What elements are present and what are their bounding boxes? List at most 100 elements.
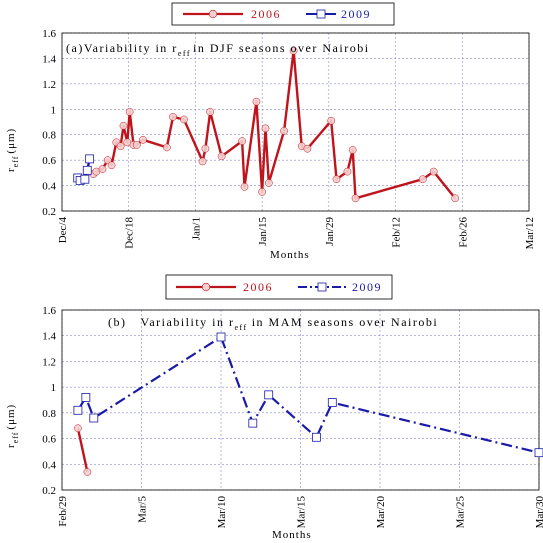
x-tick-label: Feb/29 [57, 496, 69, 527]
legend-label-2009-a: 2009 [341, 7, 371, 21]
y-tick-label: 0.6 [42, 434, 56, 446]
series-a [73, 46, 459, 203]
x-tick-label: Mar/20 [375, 496, 387, 529]
series-line-2006 [92, 49, 457, 200]
legend-label-2009-b: 2009 [352, 280, 382, 294]
legend-marker-2009-b [317, 282, 327, 292]
data-point-2009 [80, 174, 90, 184]
x-tick-label: Feb/12 [391, 217, 403, 248]
data-point-2006 [289, 46, 298, 55]
data-point-2006 [258, 188, 266, 196]
data-point-2009 [311, 432, 321, 442]
data-point-2006 [103, 156, 112, 164]
data-point-2009 [89, 413, 99, 423]
y-tick-label: 0.4 [42, 459, 56, 471]
legend-label-2006-a: 2006 [251, 7, 281, 21]
data-point-2009 [216, 332, 226, 342]
data-point-2006 [98, 165, 107, 173]
x-tick-labels-a: Dec/4 Dec/18 Jan/1 Jan/15 Jan/29 Feb/12 Feb/26… [57, 217, 536, 250]
x-tick-label: Dec/4 [57, 217, 69, 244]
data-point-2009 [534, 448, 543, 458]
data-point-2006 [238, 137, 246, 145]
chart-title-a: (a)Variability in reff in DJF seasons ove… [66, 41, 370, 58]
series-line-2009 [76, 335, 540, 454]
x-tick-label: Mar/5 [137, 496, 149, 523]
data-point-2006 [217, 152, 226, 161]
data-point-2006 [201, 144, 210, 153]
y-tick-label: 0.8 [42, 130, 56, 142]
data-point-2009 [248, 418, 258, 428]
x-tick-labels-b: Feb/29 Mar/5 Mar/10 Mar/15 Mar/20 Mar/25 Mar/3… [57, 496, 543, 529]
x-tick-label: Mar/15 [296, 496, 308, 529]
legend-panel-b: 2006 2009 [165, 274, 393, 300]
data-point-2006 [206, 107, 215, 116]
data-point-2006 [264, 179, 273, 187]
x-tick-label: Mar/30 [534, 496, 543, 529]
x-tick-label: Jan/29 [324, 217, 336, 246]
legend-box-a [171, 2, 395, 26]
data-point-2009 [82, 165, 92, 175]
data-point-2006 [132, 141, 141, 149]
y-tick-label: 1.2 [42, 356, 56, 368]
legend-marker-2009-a [316, 9, 326, 19]
data-point-2006 [451, 194, 459, 203]
data-point-2006 [83, 468, 92, 476]
plot-frame-b [61, 309, 540, 491]
data-point-2006 [240, 182, 249, 191]
x-axis-label-a: Months [270, 249, 310, 261]
x-tick-label: Mar/10 [216, 496, 228, 529]
legend-panel-a: 2006 2009 [171, 2, 395, 26]
x-tick-label: Jan/15 [257, 217, 269, 246]
series-line-2006 [76, 428, 89, 473]
data-point-2006 [303, 144, 312, 153]
y-axis-label-a: reff(μm) [5, 128, 20, 172]
x-axis-label-b: Months [272, 529, 312, 541]
data-point-2006 [418, 175, 427, 184]
data-point-2006 [198, 157, 207, 166]
y-tick-labels-a: 0.2 0.4 0.6 0.8 1 1.2 1.4 1.6 [42, 28, 56, 218]
data-point-2009 [81, 393, 91, 402]
data-point-2006 [162, 143, 171, 152]
chart-title-b: (b) Variability in reff in MAM seasons ove… [108, 315, 438, 332]
legend-marker-2006-a [208, 9, 218, 19]
data-point-2006 [351, 194, 360, 203]
y-tick-label: 0.8 [42, 408, 56, 420]
legend-marker-2006-b [201, 282, 211, 292]
data-point-2006 [139, 135, 147, 144]
data-point-2006 [343, 167, 352, 176]
y-tick-label: 0.4 [42, 181, 56, 193]
chart-panel-a: 0.2 0.4 0.6 0.8 1 1.2 1.4 1.6 Dec/4 Dec/18 Jan/1 J… [5, 28, 536, 261]
y-tick-label: 1 [51, 382, 57, 394]
data-point-2006 [332, 175, 341, 184]
gridlines-b [61, 309, 540, 491]
y-tick-labels-b: 0.2 0.4 0.6 0.8 1 1.2 1.4 1.6 [42, 305, 56, 497]
plot-frame-a [61, 32, 530, 212]
y-tick-label: 1 [51, 104, 57, 116]
series-b [73, 332, 543, 476]
y-tick-label: 1.4 [42, 331, 56, 343]
legend-label-2006-b: 2006 [243, 280, 273, 294]
y-tick-label: 0.2 [42, 206, 56, 218]
y-tick-label: 1.4 [42, 53, 56, 65]
data-point-2006 [348, 146, 357, 154]
x-tick-label: Mar/12 [524, 217, 536, 249]
data-point-2009 [264, 390, 274, 400]
data-point-2009 [327, 398, 337, 407]
x-tick-label: Mar/25 [455, 496, 467, 529]
y-tick-label: 1.6 [42, 28, 56, 40]
data-point-2009 [85, 154, 95, 164]
y-tick-label: 1.2 [42, 79, 56, 91]
y-tick-label: 1.6 [42, 305, 56, 317]
y-tick-label: 0.2 [42, 485, 56, 497]
data-point-2006 [119, 121, 128, 130]
data-point-2006 [169, 113, 177, 121]
data-point-2006 [252, 97, 261, 106]
x-tick-label: Feb/26 [457, 217, 469, 248]
x-tick-label: Jan/1 [190, 217, 202, 240]
x-tick-label: Dec/18 [124, 217, 136, 249]
y-axis-label-b: reff(μm) [5, 404, 20, 448]
y-tick-label: 0.6 [42, 155, 56, 167]
data-point-2006 [116, 142, 125, 151]
data-point-2006 [429, 167, 438, 176]
